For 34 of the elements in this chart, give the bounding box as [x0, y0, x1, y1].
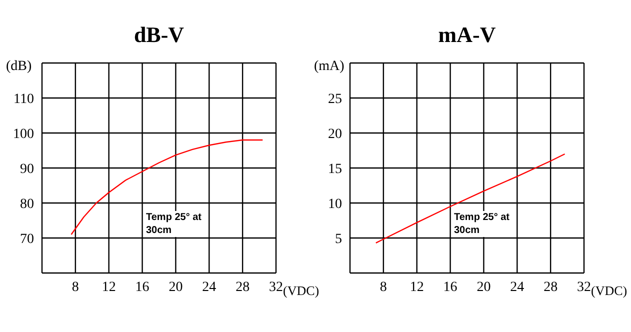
y-tick-label: 20	[328, 126, 342, 142]
y-tick-label: 100	[13, 126, 34, 142]
chart-title: dB-V	[132, 22, 186, 48]
y-tick-label: 90	[20, 162, 34, 177]
annotation: Temp 25° at 30cm	[144, 211, 204, 237]
y-tick-label: 80	[20, 196, 34, 212]
annotation: Temp 25° at 30cm	[452, 211, 512, 237]
y-tick-label: 70	[20, 232, 34, 247]
x-tick-label: 12	[102, 280, 116, 295]
y-tick-label: 15	[328, 162, 342, 177]
x-tick-label: 8	[72, 280, 79, 295]
y-tick-label: 110	[14, 92, 34, 107]
x-tick-label: 24	[202, 280, 216, 295]
x-axis-title: (VDC)	[591, 283, 628, 299]
x-tick-label: 20	[476, 280, 491, 295]
line-series	[70, 139, 264, 236]
x-tick-label: 32	[577, 280, 591, 295]
x-tick-label: 16	[443, 280, 458, 295]
x-tick-label: 12	[410, 280, 424, 295]
x-axis-title: (VDC)	[283, 283, 320, 299]
chart-title: mA-V	[437, 22, 497, 48]
y-tick-label: 10	[328, 196, 342, 212]
y-tick-label: 25	[328, 92, 342, 107]
x-tick-label: 16	[135, 280, 150, 295]
y-tick-label: 5	[335, 232, 342, 247]
x-tick-label: 28	[236, 280, 250, 295]
x-tick-label: 24	[510, 280, 524, 295]
x-tick-label: 20	[168, 280, 183, 295]
x-tick-label: 8	[380, 280, 387, 295]
y-axis-title: (dB)	[6, 59, 32, 75]
line-series	[375, 153, 566, 244]
x-tick-label: 32	[269, 280, 283, 295]
y-axis-title: (mA)	[314, 59, 344, 75]
x-tick-label: 28	[544, 280, 558, 295]
